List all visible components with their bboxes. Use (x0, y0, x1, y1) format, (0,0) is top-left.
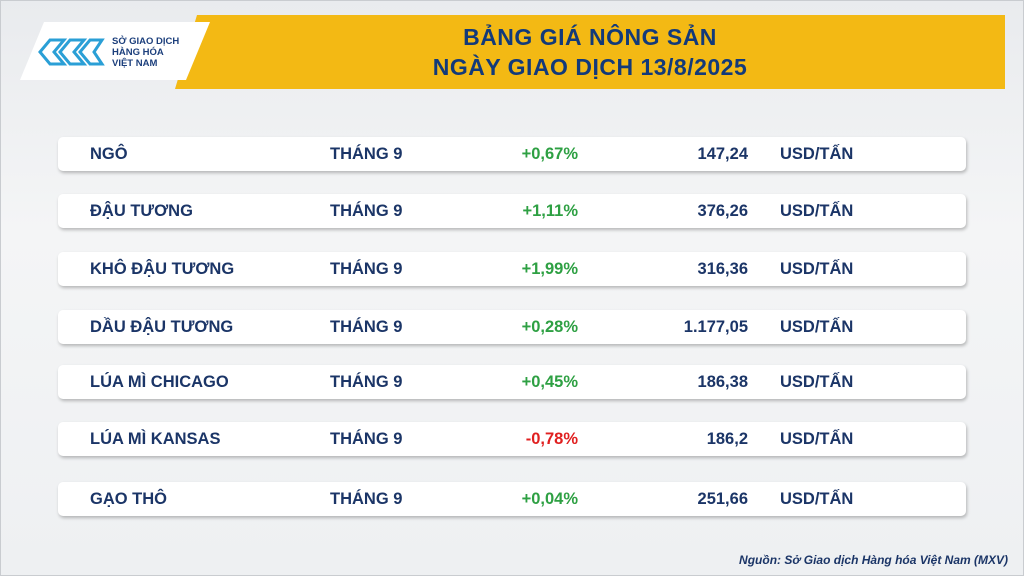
price: 147,24 (697, 145, 748, 163)
table-row: NGÔ THÁNG 9 +0,67% 147,24 USD/TẤN (58, 137, 966, 171)
contract-month: THÁNG 9 (330, 318, 403, 336)
commodity: NGÔ (90, 145, 128, 163)
unit: USD/TẤN (780, 373, 854, 391)
price: 376,26 (697, 202, 748, 220)
unit: USD/TẤN (780, 202, 854, 220)
unit: USD/TẤN (780, 260, 854, 278)
change: +0,04% (521, 490, 578, 508)
commodity: LÚA MÌ KANSAS (90, 430, 221, 448)
subtitle: NGÀY GIAO DỊCH 13/8/2025 (432, 54, 748, 80)
title: BẢNG GIÁ NÔNG SẢN (463, 24, 717, 50)
table-row: KHÔ ĐẬU TƯƠNG THÁNG 9 +1,99% 316,36 USD/TẤN (58, 252, 966, 286)
logo-text: HÀNG HÓA (112, 47, 164, 58)
contract-month: THÁNG 9 (330, 145, 403, 163)
table-row: LÚA MÌ KANSAS THÁNG 9 -0,78% 186,2 USD/TẤN (58, 422, 966, 456)
unit: USD/TẤN (780, 430, 854, 448)
logo-icon (38, 38, 105, 66)
table-row: ĐẬU TƯƠNG THÁNG 9 +1,11% 376,26 USD/TẤN (58, 194, 966, 228)
table-row: LÚA MÌ CHICAGO THÁNG 9 +0,45% 186,38 USD/TẤN (58, 365, 966, 399)
contract-month: THÁNG 9 (330, 373, 403, 391)
price: 251,66 (697, 490, 748, 508)
change: +1,11% (522, 202, 578, 220)
change: +1,99% (521, 260, 578, 278)
price: 1.177,05 (683, 318, 748, 336)
change: -0,78% (525, 430, 578, 448)
unit: USD/TẤN (780, 490, 854, 508)
contract-month: THÁNG 9 (330, 490, 403, 508)
logo-text: VIỆT NAM (112, 58, 158, 69)
contract-month: THÁNG 9 (330, 260, 403, 278)
source: Nguồn: Sở Giao dịch Hàng hóa Việt Nam (M… (739, 553, 1008, 567)
change: +0,67% (521, 145, 578, 163)
commodity: LÚA MÌ CHICAGO (90, 373, 229, 391)
price: 316,36 (697, 260, 748, 278)
logo-text: SỞ GIAO DỊCH (112, 36, 180, 47)
price: 186,38 (697, 373, 748, 391)
commodity: KHÔ ĐẬU TƯƠNG (90, 260, 235, 278)
title-banner (175, 15, 1005, 89)
commodity: ĐẬU TƯƠNG (90, 202, 193, 220)
commodity: DẦU ĐẬU TƯƠNG (90, 318, 234, 336)
unit: USD/TẤN (780, 145, 854, 163)
table-row: DẦU ĐẬU TƯƠNG THÁNG 9 +0,28% 1.177,05 USD/TẤ… (58, 310, 966, 344)
logo (20, 22, 210, 80)
price: 186,2 (706, 430, 748, 448)
commodity: GẠO THÔ (90, 490, 167, 508)
contract-month: THÁNG 9 (330, 202, 403, 220)
unit: USD/TẤN (780, 318, 854, 336)
change: +0,45% (521, 373, 578, 391)
table-row: GẠO THÔ THÁNG 9 +0,04% 251,66 USD/TẤN (58, 482, 966, 516)
change: +0,28% (521, 318, 578, 336)
contract-month: THÁNG 9 (330, 430, 403, 448)
